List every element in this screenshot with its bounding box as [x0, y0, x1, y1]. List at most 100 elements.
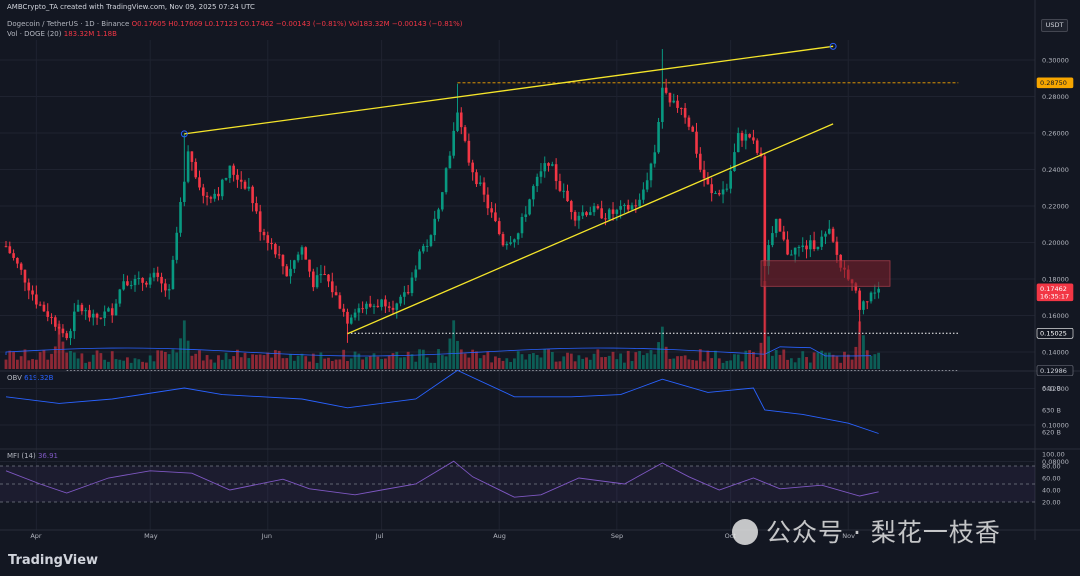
- volume-bar: [334, 359, 338, 369]
- candle-body: [486, 194, 490, 209]
- volume-bar: [729, 360, 733, 369]
- volume-bar: [368, 356, 372, 369]
- volume-bar: [827, 352, 831, 369]
- time-tick-label: May: [144, 532, 158, 540]
- volume-bar: [402, 357, 406, 369]
- candle-body: [110, 308, 114, 316]
- mfi-legend[interactable]: MFI (14) 36.91: [7, 452, 58, 460]
- candle-body: [186, 151, 190, 182]
- candle-body: [497, 221, 501, 235]
- volume-bar: [19, 356, 23, 369]
- candle-body: [183, 181, 186, 202]
- candle-body: [27, 282, 31, 291]
- volume-label: Vol · DOGE (20): [7, 30, 62, 38]
- lower-trendline: [347, 123, 834, 335]
- volume-bar: [171, 349, 175, 369]
- volume-bar: [607, 355, 611, 369]
- volume-bar: [820, 350, 824, 369]
- volume-bar: [4, 359, 8, 369]
- candle-body: [54, 317, 57, 327]
- obv-legend[interactable]: OBV 619.32B: [7, 374, 53, 382]
- candle-body: [509, 242, 512, 244]
- price-tick-label: 0.20000: [1042, 239, 1069, 247]
- candle-body: [281, 254, 285, 267]
- price-label-box: [1036, 365, 1074, 376]
- candle-body: [456, 112, 459, 131]
- candle-body: [645, 180, 649, 190]
- candle-body: [649, 163, 653, 181]
- candle-body: [573, 212, 577, 221]
- candle-body: [634, 205, 638, 207]
- volume-bar: [84, 362, 88, 369]
- candle-body: [566, 190, 569, 202]
- volume-bar: [653, 354, 657, 369]
- price-label-box: [1036, 283, 1074, 302]
- volume-bar: [550, 351, 554, 369]
- volume-bar: [433, 362, 437, 369]
- volume-bar: [209, 359, 213, 369]
- volume-bar: [425, 357, 429, 369]
- volume-bar: [539, 357, 543, 369]
- candle-body: [699, 153, 702, 170]
- candle-body: [368, 303, 372, 307]
- volume-legend[interactable]: Vol · DOGE (20) 183.32M 1.18B: [7, 30, 117, 39]
- candle-body: [600, 208, 603, 219]
- candle-body: [816, 246, 820, 250]
- candle-body: [361, 308, 364, 310]
- candle-body: [429, 235, 433, 246]
- volume-bar: [179, 338, 182, 369]
- volume-bar: [752, 351, 755, 369]
- volume-bar: [592, 353, 596, 369]
- candle-body: [387, 306, 391, 308]
- candle-body: [255, 203, 258, 212]
- time-tick-label: Oct: [725, 532, 737, 540]
- candle-body: [164, 283, 167, 291]
- candle-body: [258, 211, 262, 232]
- volume-bar: [300, 353, 304, 369]
- volume-bar: [319, 352, 323, 369]
- volume-bar: [524, 359, 528, 369]
- volume-bar: [797, 357, 801, 369]
- volume-bar: [289, 354, 292, 369]
- candle-body: [809, 240, 812, 250]
- candle-body: [824, 233, 827, 237]
- candle-body: [683, 108, 687, 118]
- trendline-handle: [180, 130, 188, 138]
- volume-bar: [717, 358, 721, 369]
- candle-body: [535, 176, 539, 187]
- volume-bar: [786, 359, 789, 369]
- volume-bar: [725, 360, 729, 369]
- candle-body: [84, 310, 87, 312]
- candle-body: [118, 289, 122, 304]
- volume-bar: [482, 355, 486, 369]
- volume-bar: [251, 354, 255, 369]
- tradingview-logo[interactable]: TradingView: [8, 553, 99, 568]
- candle-body: [782, 231, 786, 240]
- candle-body: [490, 208, 493, 213]
- currency-badge[interactable]: USDT: [1041, 19, 1068, 32]
- volume-bar: [296, 355, 300, 369]
- symbol-ohlc-legend[interactable]: Dogecoin / TetherUS · 1D · Binance O0.17…: [7, 20, 463, 29]
- mfi-value: 36.91: [37, 452, 59, 460]
- volume-bar: [384, 358, 387, 369]
- volume-bar: [501, 360, 505, 369]
- volume-bar: [361, 359, 365, 369]
- volume-bar: [478, 358, 482, 369]
- volume-bar: [558, 361, 562, 369]
- time-tick-label: Apr: [30, 532, 42, 540]
- chart-credit: AMBCrypto_TA created with TradingView.co…: [7, 3, 255, 11]
- volume-bar: [554, 361, 558, 369]
- candle-body: [152, 272, 156, 278]
- price-tick-label: 0.24000: [1042, 166, 1069, 174]
- volume-bar: [239, 357, 243, 369]
- candle-body: [657, 122, 660, 153]
- candle-body: [558, 181, 562, 191]
- volume-bar: [854, 346, 858, 369]
- volume-bar: [292, 360, 296, 369]
- volume-bar: [691, 360, 695, 369]
- candle-body: [334, 292, 338, 296]
- volume-bar: [816, 352, 820, 369]
- volume-bar: [475, 351, 478, 369]
- candle-body: [414, 269, 418, 278]
